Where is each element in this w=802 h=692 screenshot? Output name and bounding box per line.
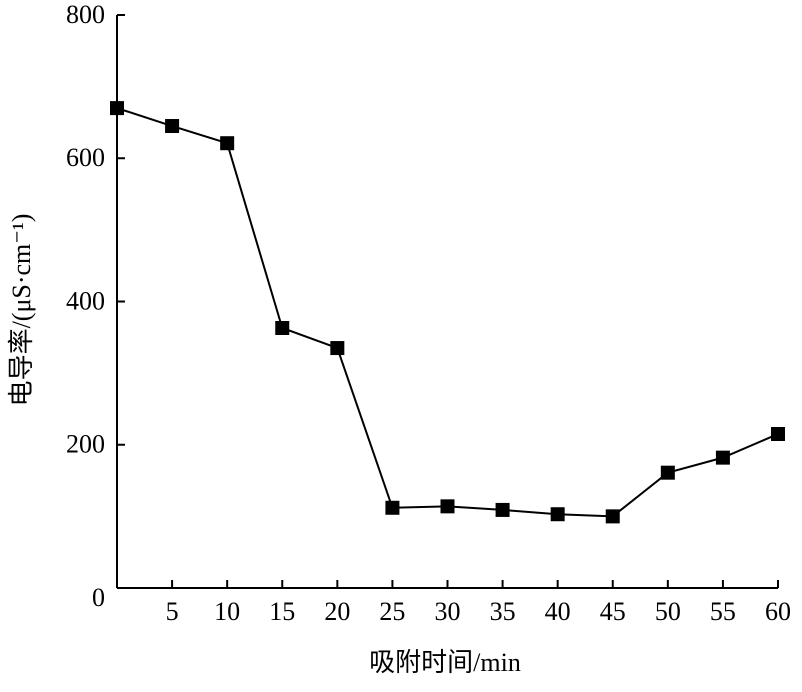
x-tick-label: 50 [655, 597, 681, 626]
data-marker [771, 427, 785, 442]
data-marker [715, 450, 730, 465]
data-line [116, 107, 779, 518]
y-tick-label: 200 [66, 430, 105, 459]
x-axis-label: 吸附时间/min [369, 648, 521, 677]
data-marker [495, 502, 510, 517]
x-tick-label: 20 [324, 597, 350, 626]
x-tick-label: 30 [435, 597, 461, 626]
data-marker [275, 321, 290, 336]
x-tick-label: 25 [379, 597, 405, 626]
data-marker [220, 136, 235, 151]
x-tick-label: 60 [765, 597, 791, 626]
y-tick-label: 0 [92, 583, 105, 612]
x-tick-label: 55 [710, 597, 736, 626]
y-tick-label: 400 [66, 286, 105, 315]
x-tick-label: 35 [490, 597, 516, 626]
data-marker [385, 500, 400, 515]
data-marker [110, 101, 124, 116]
data-marker [330, 341, 345, 356]
x-tick-label: 5 [166, 597, 179, 626]
y-tick-label: 600 [66, 143, 105, 172]
data-marker [660, 465, 675, 480]
x-tick-label: 10 [214, 597, 240, 626]
data-marker [605, 509, 620, 524]
data-marker [550, 507, 565, 522]
y-tick-label: 800 [66, 0, 105, 29]
data-marker [165, 119, 180, 134]
data-marker [440, 499, 455, 514]
y-axis-label: 电导率/(μS·cm⁻¹) [7, 214, 36, 407]
x-tick-label: 40 [545, 597, 571, 626]
x-tick-label: 15 [269, 597, 295, 626]
x-tick-label: 45 [600, 597, 626, 626]
